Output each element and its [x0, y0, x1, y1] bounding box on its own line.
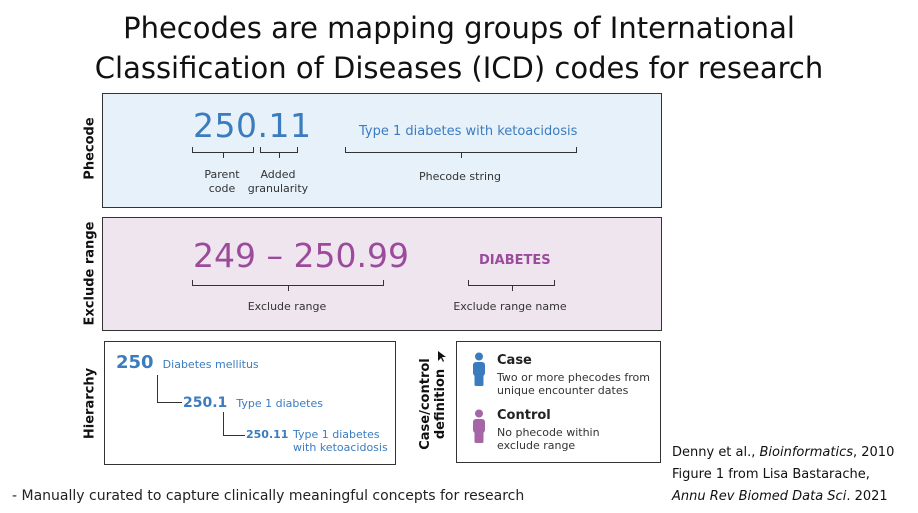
parent-code-bracket: [192, 147, 254, 158]
exclude-range-value: 249 – 250.99: [193, 236, 409, 275]
citation-authors: Denny et al.,: [672, 445, 760, 460]
hierarchy-name-1: Diabetes mellitus: [162, 358, 259, 371]
citation-line-1: Denny et al., Bioinformatics, 2010: [672, 442, 894, 464]
citation-journal-2: Annu Rev Biomed Data Sci: [672, 489, 847, 504]
phecode-string: Type 1 diabetes with ketoacidosis: [359, 124, 578, 139]
hierarchy-level-1: 250 Diabetes mellitus: [116, 352, 259, 373]
hierarchy-connector-2: [223, 412, 245, 436]
exclude-range-label: Exclude range: [247, 300, 327, 313]
title-line-1: Phecodes are mapping groups of Internati…: [123, 11, 795, 45]
case-person-icon: [473, 352, 485, 386]
title-line-2: Classification of Diseases (ICD) codes f…: [94, 51, 824, 85]
phecode-parent-part: 250.: [193, 106, 269, 145]
hierarchy-name-3: Type 1 diabetes with ketoacidosis: [293, 428, 388, 454]
case-title: Case: [497, 353, 532, 368]
exclude-name-bracket: [468, 280, 555, 291]
case-text: Two or more phecodes from unique encount…: [497, 371, 650, 397]
exclude-range-bracket: [192, 280, 384, 291]
hierarchy-name-2: Type 1 diabetes: [236, 397, 323, 410]
hierarchy-side-label: Hierarchy: [82, 367, 98, 440]
control-text: No phecode within exclude range: [497, 426, 600, 452]
exclude-name-label: Exclude range name: [453, 300, 567, 313]
citation-line-3: Annu Rev Biomed Data Sci. 2021: [672, 486, 894, 508]
case-control-panel: [456, 341, 661, 463]
footnote: - Manually curated to capture clinically…: [12, 488, 525, 504]
phecode-side-label: Phecode: [82, 117, 98, 180]
phecode-panel: [102, 93, 662, 208]
citation-year-2: . 2021: [846, 489, 888, 504]
case-control-side-label: Case/control definition: [418, 349, 448, 459]
control-title: Control: [497, 408, 551, 423]
citation-journal-1: Bioinformatics: [759, 445, 853, 460]
citation-line-2: Figure 1 from Lisa Bastarache,: [672, 467, 870, 482]
citation-year-1: , 2010: [853, 445, 895, 460]
hierarchy-connector-1: [157, 375, 182, 403]
exclude-side-label: Exclude range: [82, 221, 98, 326]
case-control-label-line-2: definition: [433, 368, 448, 440]
exclude-panel: [102, 217, 662, 331]
mouse-cursor-icon: [438, 351, 446, 362]
phecode-value: 250.11: [193, 106, 311, 145]
parent-code-label: Parent code: [204, 168, 240, 195]
hierarchy-level-2: 250.1 Type 1 diabetes: [183, 392, 323, 411]
citation: Denny et al., Bioinformatics, 2010 Figur…: [672, 442, 894, 508]
hierarchy-panel: [104, 341, 396, 465]
hierarchy-code-1: 250: [116, 352, 154, 373]
added-granularity-bracket: [260, 147, 298, 158]
hierarchy-code-2: 250.1: [183, 395, 228, 411]
phecode-string-bracket: [345, 147, 577, 158]
added-granularity-label: Added granularity: [247, 168, 309, 195]
control-person-icon: [473, 409, 485, 443]
phecode-string-label: Phecode string: [419, 170, 501, 183]
exclude-range-name: DIABETES: [479, 253, 551, 268]
hierarchy-code-3: 250.11: [246, 428, 289, 441]
phecode-added-part: 11: [268, 106, 312, 145]
slide-title: Phecodes are mapping groups of Internati…: [0, 8, 918, 88]
case-control-label-line-1: Case/control: [418, 358, 433, 450]
